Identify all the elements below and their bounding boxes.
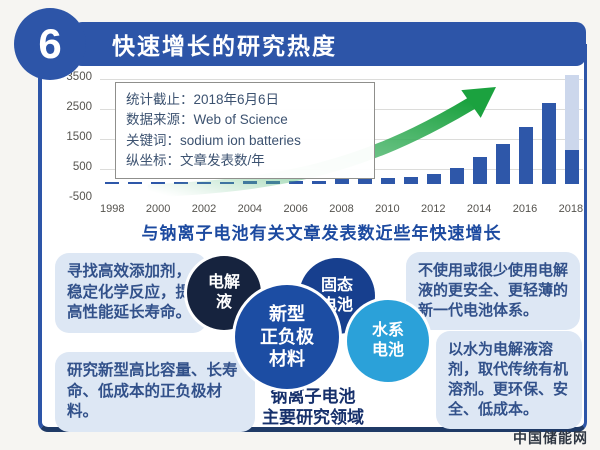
bar-2018 [564,149,579,184]
y-tick-label: 1500 [66,131,92,143]
bar-2014 [472,157,487,184]
chart-notes-box: 统计截止：2018年6月6日 数据来源：Web of Science 关键词：s… [115,82,375,179]
x-axis-labels: 1998 2000 2002 2004 2006 2008 2010 2012 2014 2016… [100,203,583,215]
bar-2010 [380,178,395,184]
note-bubble-aqueous: 以水为电解液溶剂，取代传统有机溶剂。更环保、安全、低成本。 [436,331,582,429]
publications-bar-chart: 3500 2500 1500 500 -500 统计截止：2018年6月6日 数据来源：… [58,71,585,243]
bar-slot-2018 [560,73,583,199]
bar-2006 [288,181,303,184]
watermark: 中国储能网 [513,430,588,446]
bar-2007 [311,180,326,184]
bar-slot-2017 [537,73,560,199]
x-tick-label: 2006 [283,203,308,215]
bar-slot-2010 [376,73,399,199]
topic-circle-aqueous-battery: 水系 电池 [347,300,429,382]
x-tick-label [216,203,237,215]
y-tick-label: -500 [68,191,92,203]
y-tick-label: 2500 [66,101,92,113]
bar-2016 [518,127,533,184]
bar-2012 [426,174,441,184]
section-number-badge: 6 [14,8,86,80]
x-tick-label [170,203,191,215]
x-tick-label: 2000 [145,203,171,215]
bar-2008 [334,179,349,184]
x-tick-label [124,203,145,215]
x-tick-label: 2016 [512,203,538,215]
x-tick-label: 2008 [329,203,354,215]
x-tick-label: 2010 [375,203,400,215]
y-tick-label: 3500 [66,71,92,83]
bar-2017 [541,103,556,184]
x-tick-label [308,203,329,215]
note-cutoff-date: 统计截止：2018年6月6日 [126,92,280,107]
x-tick-label [446,203,467,215]
x-tick-label [354,203,375,215]
page-title: 快速增长的研究热度 [112,33,337,59]
note-data-source: 数据来源：Web of Science [126,112,288,128]
x-tick-label: 2002 [191,203,217,215]
x-tick-label: 2004 [237,203,263,215]
x-tick-label [491,203,512,215]
bar-slot-2015 [491,73,514,199]
x-tick-label [400,203,421,215]
bar-2013 [449,167,464,184]
x-tick-label [262,203,283,215]
gridline [100,79,583,80]
bar-slot-2011 [399,73,422,199]
bar-slot-1999 [123,73,146,199]
bar-slot-2012 [422,73,445,199]
topic-circle-electrode-materials: 新型 正负极 材料 [235,285,339,389]
bar-2002 [196,181,211,184]
chart-caption: 与钠离子电池有关文章发表数近些年快速增长 [141,224,502,243]
bar-2001 [173,182,188,184]
note-y-axis-meaning: 纵坐标：文章发表数/年 [126,152,265,168]
bar-2009 [357,178,372,184]
x-tick-label: 2018 [558,203,584,215]
y-axis-labels: 3500 2500 1500 500 -500 [58,71,94,203]
bar-slot-2013 [445,73,468,199]
bar-2003 [219,181,234,184]
note-bubble-electrolyte: 寻找高效添加剂，稳定化学反应，提高性能延长寿命。 [55,253,207,333]
bar-2004 [242,181,257,184]
section-number: 6 [38,20,62,67]
bar-2005 [265,181,280,184]
bar-2000 [150,181,165,184]
bar-slot-2014 [468,73,491,199]
note-bubble-cathode-materials: 研究新型高比容量、长寿命、低成本的正负极材料。 [55,352,255,432]
note-keyword: 关键词：sodium ion batteries [126,132,301,148]
bar-slot-1998 [100,73,123,199]
bar-slot-2016 [514,73,537,199]
bar-1998 [104,182,119,184]
bar-2011 [403,177,418,184]
x-tick-label: 2014 [466,203,492,215]
y-tick-label: 500 [72,161,92,173]
x-tick-label [537,203,558,215]
bar-1999 [127,182,142,184]
research-areas-label: 钠离子电池 主要研究领域 [262,387,364,428]
page-title-banner: 快速增长的研究热度 [72,22,586,66]
x-tick-label: 2012 [421,203,446,215]
x-tick-label: 1998 [100,203,125,215]
bar-2015 [495,143,510,184]
note-bubble-solid-state: 不使用或很少使用电解液的更安全、更轻薄的新一代电池体系。 [406,252,580,330]
